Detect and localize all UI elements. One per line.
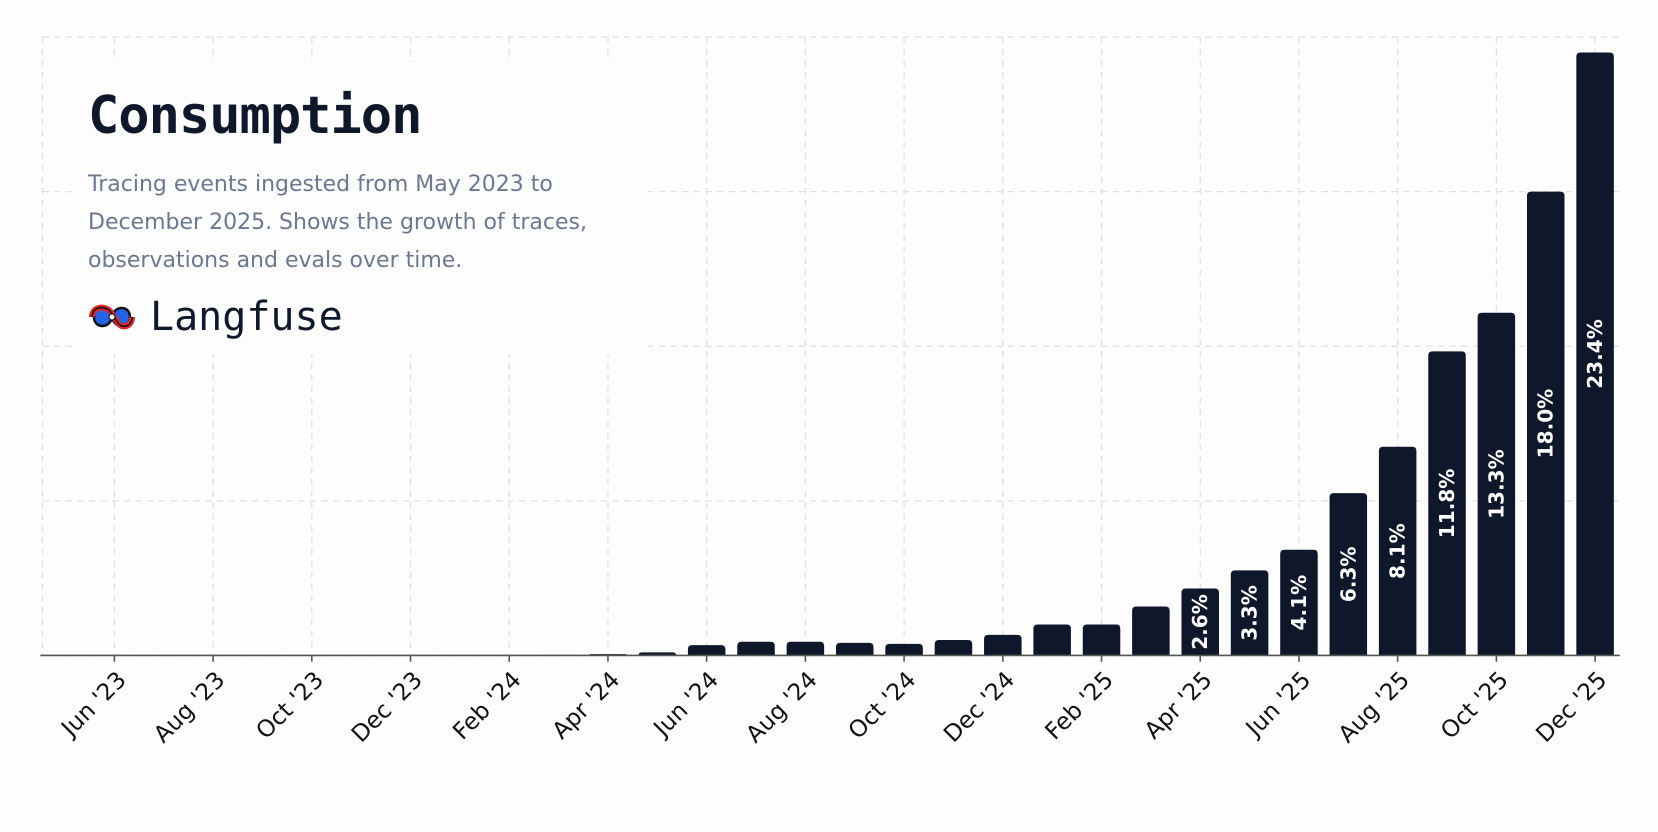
header: Consumption Tracing events ingested from… [72,62,648,354]
bar [1477,312,1516,656]
bar [1132,606,1170,656]
bar [934,639,973,656]
x-tick-label: Aug '25 [1333,666,1415,748]
bar [1280,549,1318,656]
x-tick-label: Feb '25 [1040,666,1119,745]
brand-logo [89,304,135,330]
x-tick-label: Aug '23 [149,666,231,748]
value-label: 11.8% [1435,469,1459,539]
x-tick-label: Dec '23 [346,666,428,748]
x-tick-label: Jun '25 [1239,666,1316,743]
x-tick-label: Jun '23 [55,666,132,743]
value-label: 2.6% [1188,594,1212,650]
chart-title: Consumption [88,86,422,146]
x-tick-label: Feb '24 [448,666,527,745]
bar [835,642,874,656]
bar [1181,588,1219,656]
value-label: 4.1% [1287,575,1311,631]
x-tick-label: Oct '24 [843,666,921,744]
bar [1576,52,1614,656]
bar [737,641,775,656]
value-label: 23.4% [1583,319,1607,389]
bar [1082,624,1121,656]
bar [1378,446,1417,656]
chart-subtitle: Tracing events ingested from May 2023 to… [88,172,587,273]
value-label: 3.3% [1238,585,1262,641]
bar [687,645,726,656]
value-label: 13.3% [1484,449,1508,519]
bar [1428,351,1466,656]
bar [1033,624,1071,656]
value-label: 18.0% [1534,389,1558,459]
x-tick-label: Apr '24 [547,666,625,744]
value-label: 8.1% [1386,523,1410,579]
value-label: 6.3% [1336,546,1360,602]
x-tick-label: Dec '24 [939,666,1021,748]
bar [1230,570,1269,656]
x-tick-label: Jun '24 [647,666,724,743]
brand: Langfuse [88,294,648,340]
x-tick-label: Apr '25 [1139,666,1217,744]
bar [1329,493,1368,656]
bar [984,634,1022,656]
bar [1526,191,1565,656]
x-tick-label: Aug '24 [741,666,823,748]
bar [885,643,923,656]
x-tick-label: Oct '25 [1435,666,1513,744]
x-tick-label: Oct '23 [251,666,329,744]
brand-name: Langfuse [150,294,343,340]
x-tick-label: Dec '25 [1531,666,1613,748]
bar [786,641,825,656]
